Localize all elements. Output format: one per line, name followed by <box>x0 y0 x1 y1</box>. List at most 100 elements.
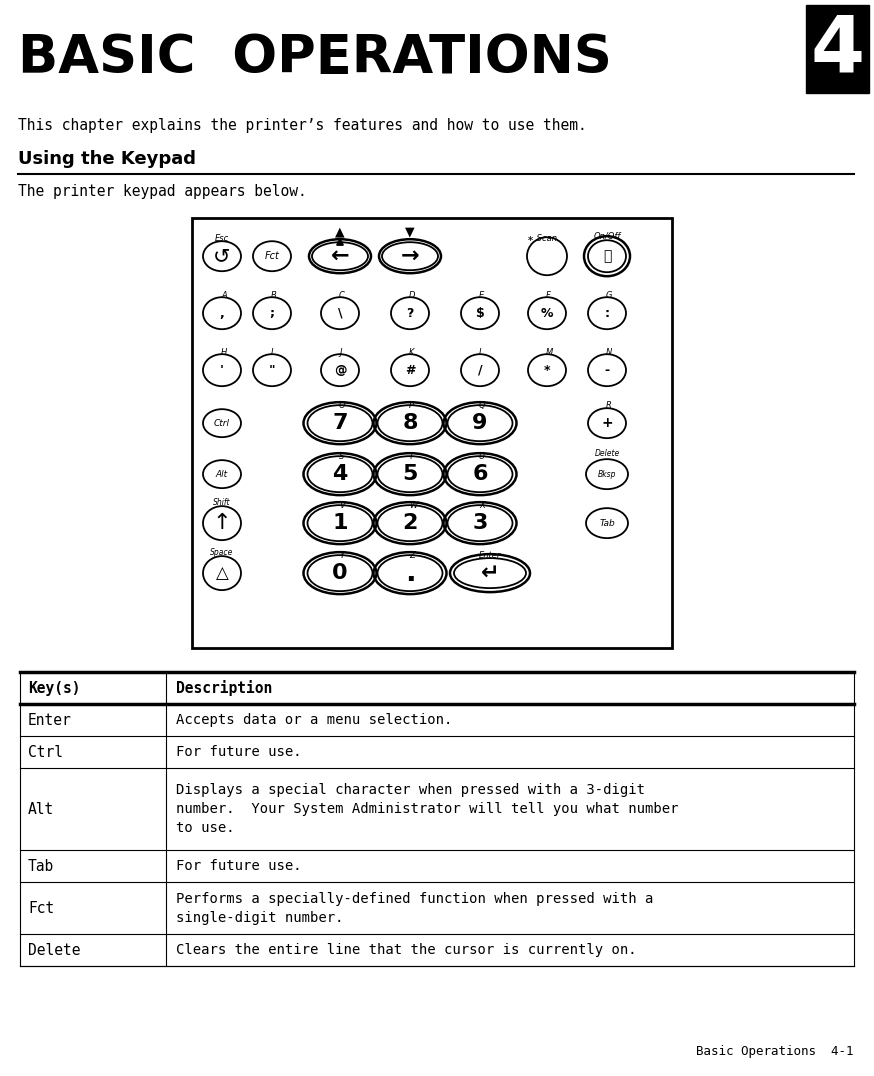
Ellipse shape <box>454 558 526 589</box>
Text: ↺: ↺ <box>213 246 231 266</box>
Text: 4: 4 <box>810 11 864 87</box>
Ellipse shape <box>447 406 512 441</box>
Ellipse shape <box>321 354 359 386</box>
Text: J: J <box>339 348 342 356</box>
Text: Ctrl: Ctrl <box>28 745 63 760</box>
Ellipse shape <box>203 556 241 590</box>
Text: ←: ← <box>330 246 350 266</box>
Text: 7: 7 <box>332 413 348 434</box>
Ellipse shape <box>308 555 372 591</box>
Text: Using the Keypad: Using the Keypad <box>18 151 196 168</box>
Text: $: $ <box>475 307 484 320</box>
Text: P: P <box>409 400 414 410</box>
Text: Displays a special character when pressed with a 3-digit: Displays a special character when presse… <box>176 783 645 797</box>
Text: This chapter explains the printer’s features and how to use them.: This chapter explains the printer’s feat… <box>18 118 586 133</box>
Ellipse shape <box>312 242 368 270</box>
Bar <box>192 218 672 648</box>
Ellipse shape <box>588 354 626 386</box>
Text: A: A <box>221 291 226 300</box>
Text: For future use.: For future use. <box>176 745 302 759</box>
Text: K: K <box>409 348 414 356</box>
Ellipse shape <box>461 354 499 386</box>
Ellipse shape <box>447 505 512 541</box>
Ellipse shape <box>588 240 626 272</box>
Text: @: @ <box>334 364 346 377</box>
Text: B: B <box>271 291 277 300</box>
Text: F: F <box>546 291 551 300</box>
Text: 1: 1 <box>332 513 348 533</box>
Text: C: C <box>339 291 345 300</box>
Text: S: S <box>339 452 344 461</box>
Text: Shift: Shift <box>213 497 231 507</box>
Ellipse shape <box>203 506 241 540</box>
Text: Delete: Delete <box>594 449 620 457</box>
Text: Space: Space <box>211 548 233 556</box>
Ellipse shape <box>203 461 241 489</box>
Text: ▲: ▲ <box>336 226 345 239</box>
Ellipse shape <box>378 456 442 492</box>
Ellipse shape <box>461 297 499 329</box>
Text: 8: 8 <box>402 413 418 434</box>
Text: ': ' <box>220 364 224 377</box>
Ellipse shape <box>378 505 442 541</box>
Text: .: . <box>405 560 415 587</box>
Ellipse shape <box>308 406 372 441</box>
Text: \: \ <box>337 307 343 320</box>
Text: ▼: ▼ <box>406 226 415 239</box>
Text: ": " <box>268 364 275 377</box>
Ellipse shape <box>378 406 442 441</box>
Text: Clears the entire line that the cursor is currently on.: Clears the entire line that the cursor i… <box>176 943 636 957</box>
Text: number.  Your System Administrator will tell you what number: number. Your System Administrator will t… <box>176 802 678 816</box>
Text: Enter: Enter <box>479 551 501 560</box>
Text: H: H <box>221 348 227 356</box>
Text: On/Off: On/Off <box>593 231 621 241</box>
Text: :: : <box>605 307 609 320</box>
Text: to use.: to use. <box>176 821 234 835</box>
Text: For future use.: For future use. <box>176 859 302 873</box>
Text: ↑: ↑ <box>212 513 232 533</box>
Text: Bksp: Bksp <box>598 469 616 479</box>
Ellipse shape <box>588 408 626 438</box>
Text: 4: 4 <box>332 464 348 484</box>
Ellipse shape <box>528 354 566 386</box>
Text: Delete: Delete <box>28 943 80 958</box>
Text: Tab: Tab <box>28 859 54 874</box>
Text: Enter: Enter <box>28 712 72 727</box>
Ellipse shape <box>203 409 241 437</box>
Text: Alt: Alt <box>28 802 54 817</box>
Ellipse shape <box>588 297 626 329</box>
Ellipse shape <box>586 459 628 490</box>
Ellipse shape <box>253 354 291 386</box>
Text: Performs a specially-defined function when pressed with a: Performs a specially-defined function wh… <box>176 892 654 906</box>
Text: Y: Y <box>339 551 344 560</box>
Text: ,: , <box>219 307 225 320</box>
Text: +: + <box>601 416 613 430</box>
Text: %: % <box>541 307 553 320</box>
Text: 3: 3 <box>472 513 488 533</box>
Ellipse shape <box>253 297 291 329</box>
Text: →: → <box>400 246 420 266</box>
Ellipse shape <box>391 354 429 386</box>
Text: G: G <box>606 291 613 300</box>
Text: ?: ? <box>406 307 413 320</box>
Ellipse shape <box>253 241 291 271</box>
Text: I: I <box>271 348 274 356</box>
Text: *: * <box>544 364 551 377</box>
Text: O: O <box>339 400 345 410</box>
Text: T: T <box>409 452 414 461</box>
Text: Key(s): Key(s) <box>28 681 80 695</box>
Ellipse shape <box>391 297 429 329</box>
Text: The printer keypad appears below.: The printer keypad appears below. <box>18 184 307 199</box>
Text: Fct: Fct <box>28 901 54 916</box>
Text: Alt: Alt <box>216 469 228 479</box>
Text: single-digit number.: single-digit number. <box>176 910 343 924</box>
Text: Basic Operations  4-1: Basic Operations 4-1 <box>697 1045 854 1058</box>
Text: D: D <box>409 291 415 300</box>
Ellipse shape <box>308 456 372 492</box>
Ellipse shape <box>382 242 438 270</box>
Text: ;: ; <box>269 307 274 320</box>
Text: M: M <box>546 348 553 356</box>
Text: Fct: Fct <box>265 251 280 261</box>
Ellipse shape <box>378 555 442 591</box>
Ellipse shape <box>527 237 567 275</box>
